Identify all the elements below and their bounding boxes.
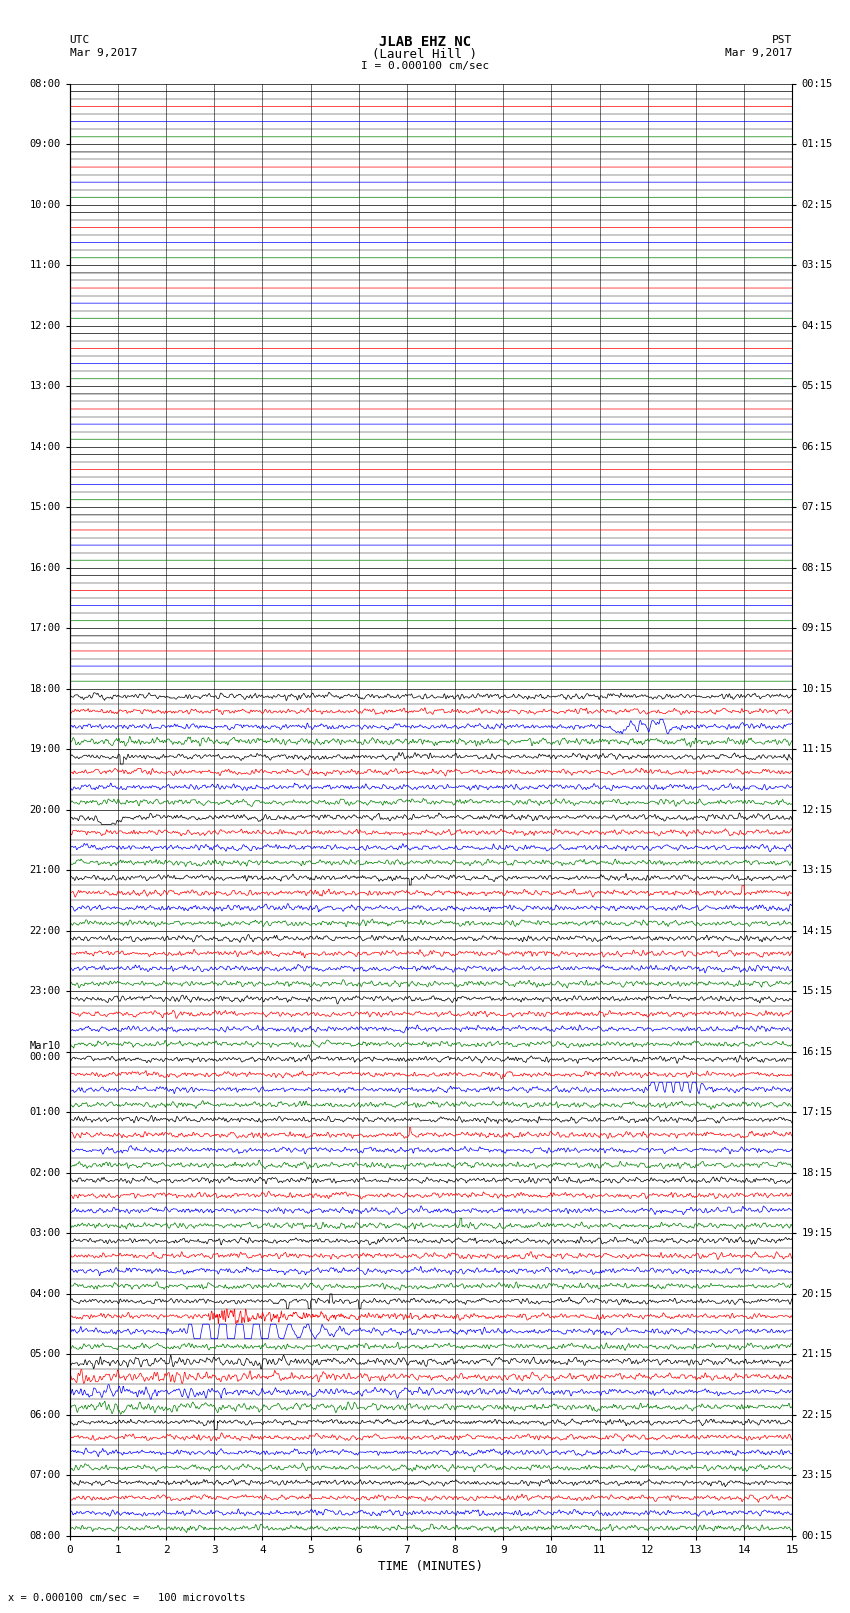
X-axis label: TIME (MINUTES): TIME (MINUTES)	[378, 1560, 484, 1573]
Text: Mar 9,2017: Mar 9,2017	[725, 48, 792, 58]
Text: x = 0.000100 cm/sec =   100 microvolts: x = 0.000100 cm/sec = 100 microvolts	[8, 1594, 246, 1603]
Text: Mar 9,2017: Mar 9,2017	[70, 48, 137, 58]
Text: JLAB EHZ NC: JLAB EHZ NC	[379, 35, 471, 50]
Text: I = 0.000100 cm/sec: I = 0.000100 cm/sec	[361, 61, 489, 71]
Text: (Laurel Hill ): (Laurel Hill )	[372, 48, 478, 61]
Text: UTC: UTC	[70, 35, 90, 45]
Text: PST: PST	[772, 35, 792, 45]
